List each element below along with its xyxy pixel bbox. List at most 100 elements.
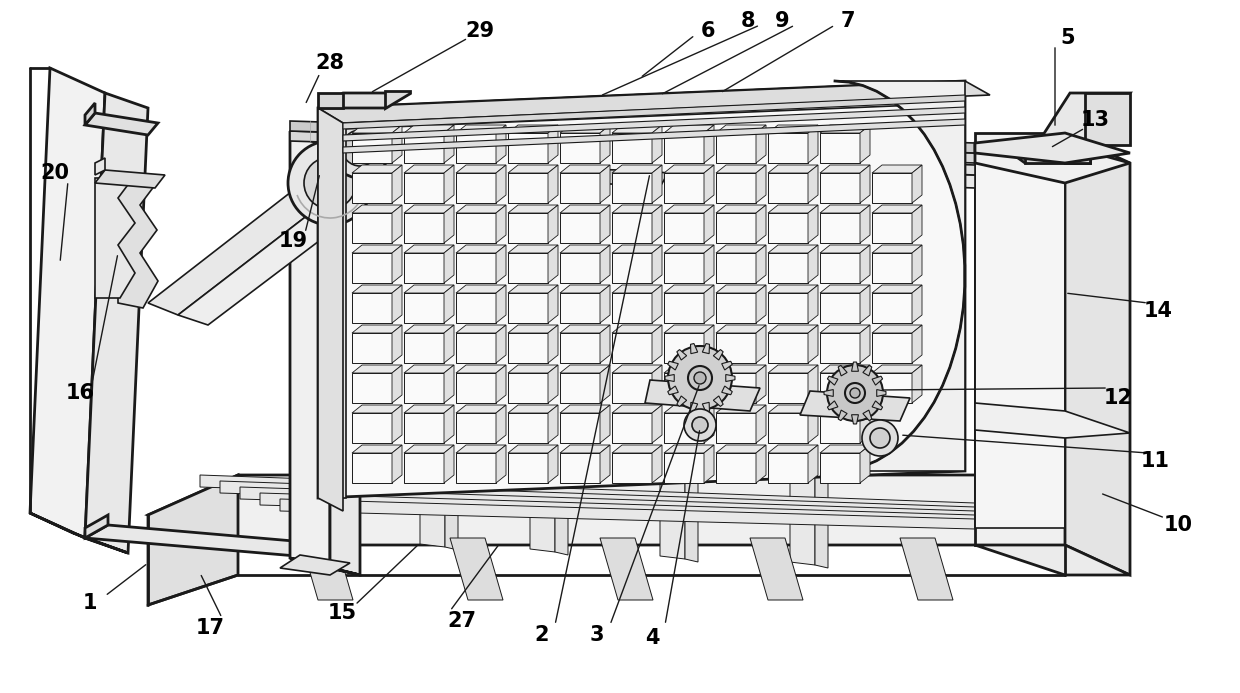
Polygon shape [496,445,506,483]
Polygon shape [665,374,675,381]
Polygon shape [704,445,714,483]
Polygon shape [668,386,678,395]
Polygon shape [911,165,923,203]
Polygon shape [404,125,454,133]
Polygon shape [118,183,157,308]
Polygon shape [392,325,402,363]
Polygon shape [872,253,911,283]
Polygon shape [560,205,610,213]
Polygon shape [508,405,558,413]
Polygon shape [444,245,454,283]
Polygon shape [496,365,506,403]
Polygon shape [715,173,756,203]
Polygon shape [352,365,402,373]
Text: 13: 13 [1080,110,1110,130]
Polygon shape [613,133,652,163]
Polygon shape [317,81,965,498]
Polygon shape [861,245,870,283]
Polygon shape [352,253,392,283]
Polygon shape [820,405,870,413]
Polygon shape [715,445,766,453]
Polygon shape [456,413,496,443]
Polygon shape [820,125,870,133]
Polygon shape [496,125,506,163]
Polygon shape [715,133,756,163]
Polygon shape [756,325,766,363]
Polygon shape [768,165,818,173]
Polygon shape [30,68,105,538]
Polygon shape [280,499,975,529]
Polygon shape [652,445,662,483]
Polygon shape [808,125,818,163]
Polygon shape [300,538,353,600]
Polygon shape [404,365,454,373]
Polygon shape [548,125,558,163]
Polygon shape [768,293,808,323]
Polygon shape [704,285,714,323]
Polygon shape [613,333,652,363]
Polygon shape [352,333,392,363]
Polygon shape [660,171,684,559]
Polygon shape [340,143,975,175]
Polygon shape [808,165,818,203]
Polygon shape [663,173,704,203]
Polygon shape [756,205,766,243]
Polygon shape [663,165,714,173]
Polygon shape [456,213,496,243]
Polygon shape [872,325,923,333]
Polygon shape [768,445,818,453]
Polygon shape [652,205,662,243]
Text: 28: 28 [315,53,345,73]
Polygon shape [404,405,454,413]
Polygon shape [392,165,402,203]
Polygon shape [456,165,506,173]
Polygon shape [317,81,965,130]
Polygon shape [820,333,861,363]
Polygon shape [702,344,709,353]
Polygon shape [560,133,600,163]
Polygon shape [444,365,454,403]
Polygon shape [613,245,662,253]
Polygon shape [652,285,662,323]
Text: 19: 19 [279,231,308,251]
Polygon shape [404,173,444,203]
Polygon shape [352,285,402,293]
Polygon shape [768,325,818,333]
Circle shape [692,417,708,433]
Polygon shape [808,325,818,363]
Polygon shape [704,405,714,443]
Polygon shape [508,373,548,403]
Text: 9: 9 [775,11,790,31]
Polygon shape [808,445,818,483]
Polygon shape [508,333,548,363]
Polygon shape [691,403,698,412]
Polygon shape [290,131,975,163]
Polygon shape [86,525,340,558]
Polygon shape [548,325,558,363]
Polygon shape [715,453,756,483]
Polygon shape [825,389,833,396]
Polygon shape [343,119,965,153]
Polygon shape [560,165,610,173]
Polygon shape [508,133,548,163]
Polygon shape [820,453,861,483]
Polygon shape [352,213,392,243]
Polygon shape [872,373,911,403]
Polygon shape [872,245,923,253]
Polygon shape [663,133,704,163]
Polygon shape [404,213,444,243]
Polygon shape [838,365,847,376]
Polygon shape [508,205,558,213]
Polygon shape [148,475,238,605]
Polygon shape [872,401,883,410]
Polygon shape [548,365,558,403]
Polygon shape [715,293,756,323]
Polygon shape [86,113,157,135]
Polygon shape [704,325,714,363]
Polygon shape [1065,133,1130,575]
Polygon shape [560,253,600,283]
Circle shape [694,372,706,384]
Polygon shape [872,165,923,173]
Polygon shape [652,125,662,163]
Polygon shape [768,373,808,403]
